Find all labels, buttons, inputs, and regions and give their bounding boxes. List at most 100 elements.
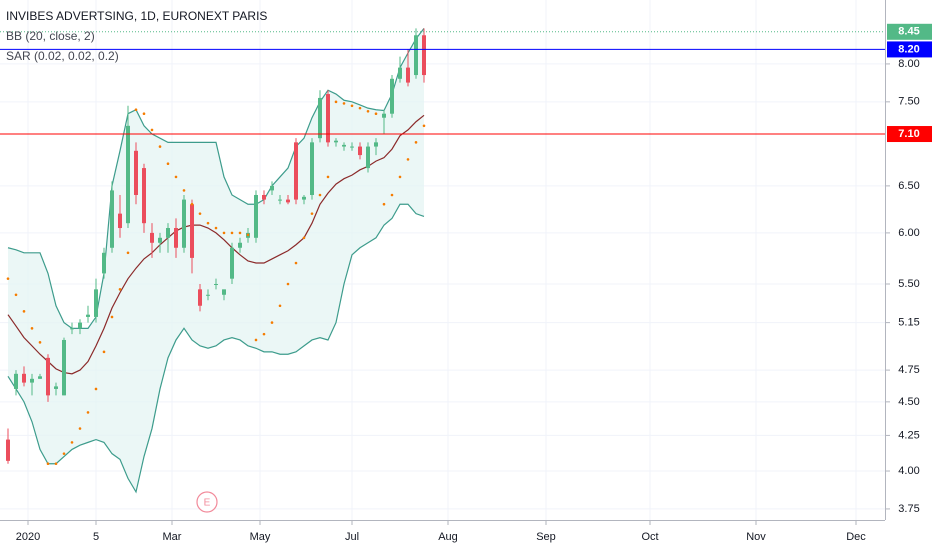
sar-dot bbox=[318, 193, 322, 197]
sar-dot bbox=[422, 124, 426, 128]
sar-dot bbox=[246, 233, 250, 237]
candle-body bbox=[142, 168, 146, 224]
sar-dot bbox=[94, 387, 98, 391]
bb-legend: BB (20, close, 2) bbox=[6, 29, 95, 43]
candle-body bbox=[150, 232, 154, 243]
candle-body bbox=[358, 146, 362, 156]
candle-body bbox=[326, 94, 330, 143]
candle-body bbox=[278, 199, 282, 201]
sar-dot bbox=[326, 175, 330, 179]
sar-dot bbox=[158, 145, 162, 148]
candle-body bbox=[102, 252, 106, 274]
candle-body bbox=[70, 328, 74, 330]
event-label: E bbox=[204, 498, 211, 509]
candle-body bbox=[398, 67, 402, 79]
y-tick-label: 4.25 bbox=[898, 429, 919, 441]
candle-body bbox=[30, 378, 34, 383]
candle-body bbox=[6, 439, 10, 461]
sar-dot bbox=[358, 106, 362, 110]
sar-dot bbox=[150, 128, 154, 132]
candle-body bbox=[286, 199, 290, 203]
sar-dot bbox=[382, 202, 386, 206]
chart-title: INVIBES ADVERTSING, 1D, EURONEXT PARIS bbox=[6, 9, 267, 23]
event-marker bbox=[196, 491, 218, 513]
candle-body bbox=[118, 213, 122, 229]
candle-body bbox=[406, 67, 410, 83]
candle-body bbox=[78, 322, 82, 329]
bb-upper bbox=[7, 27, 425, 329]
price-label-box bbox=[887, 41, 932, 58]
price-label: 7.10 bbox=[898, 128, 919, 140]
sar-legend: SAR (0.02, 0.02, 0.2) bbox=[6, 49, 119, 63]
candle-body bbox=[94, 289, 98, 317]
price-label: 8.45 bbox=[898, 26, 919, 38]
candle-body bbox=[334, 140, 338, 143]
price-label-box bbox=[887, 126, 932, 143]
candle-body bbox=[270, 185, 274, 191]
y-tick-label: 4.75 bbox=[898, 364, 919, 376]
x-tick-label: 5 bbox=[93, 531, 99, 543]
sar-dot bbox=[102, 350, 106, 354]
x-tick-label: 2020 bbox=[16, 531, 40, 543]
candle-body bbox=[302, 196, 306, 200]
sar-dot bbox=[238, 231, 242, 235]
candle-body bbox=[110, 190, 114, 248]
x-tick-label: Aug bbox=[438, 531, 458, 543]
candle-body bbox=[22, 373, 26, 383]
sar-dot bbox=[54, 462, 58, 466]
sar-dot bbox=[398, 175, 402, 179]
sar-dot bbox=[222, 231, 226, 235]
price-label-box bbox=[887, 23, 932, 40]
sar-dot bbox=[270, 321, 274, 324]
candle-body bbox=[374, 142, 378, 147]
sar-dot bbox=[406, 158, 410, 161]
y-tick-label: 4.50 bbox=[898, 396, 919, 408]
candle-body bbox=[414, 35, 418, 76]
bb-lower bbox=[7, 203, 425, 494]
x-tick-label: Dec bbox=[846, 531, 866, 543]
candle-body bbox=[38, 376, 42, 379]
sar-dot bbox=[206, 221, 210, 225]
bb-basis bbox=[7, 114, 425, 375]
sar-dot bbox=[62, 452, 66, 455]
candle-body bbox=[382, 113, 386, 118]
candle-body bbox=[158, 237, 162, 243]
y-tick-label: 6.50 bbox=[898, 180, 919, 192]
sar-dot bbox=[30, 327, 34, 330]
sar-dot bbox=[374, 112, 378, 116]
sar-dot bbox=[70, 441, 74, 444]
sar-dot bbox=[86, 411, 90, 414]
y-tick-label: 4.00 bbox=[898, 465, 919, 477]
sar-dot bbox=[38, 341, 42, 344]
candle-body bbox=[86, 314, 90, 317]
sar-dot bbox=[302, 236, 306, 240]
y-tick-label: 7.50 bbox=[898, 96, 919, 108]
x-tick-label: Oct bbox=[641, 531, 658, 543]
sar-dot bbox=[350, 104, 354, 108]
candle-body bbox=[54, 386, 58, 389]
candle-body bbox=[262, 194, 266, 200]
y-tick-label: 5.15 bbox=[898, 317, 919, 329]
price-label: 8.20 bbox=[898, 43, 919, 55]
candle-body bbox=[230, 247, 234, 279]
candle-body bbox=[238, 242, 242, 248]
sar-dot bbox=[262, 332, 266, 336]
candle-body bbox=[310, 142, 314, 195]
sar-dot bbox=[174, 175, 178, 179]
sar-dot bbox=[198, 212, 202, 215]
candle-body bbox=[134, 150, 138, 195]
x-tick-label: Mar bbox=[163, 531, 182, 543]
sar-dot bbox=[310, 212, 314, 215]
sar-dot bbox=[110, 315, 114, 319]
sar-dot bbox=[278, 304, 282, 308]
candle-body bbox=[390, 78, 394, 114]
sar-dot bbox=[6, 277, 10, 280]
candle-body bbox=[190, 204, 194, 258]
x-tick-label: Jul bbox=[345, 531, 359, 543]
sar-dot bbox=[46, 462, 50, 466]
sar-dot bbox=[286, 282, 290, 286]
sar-dot bbox=[190, 202, 194, 206]
y-tick-label: 8.00 bbox=[898, 58, 919, 70]
candle-body bbox=[198, 289, 202, 306]
